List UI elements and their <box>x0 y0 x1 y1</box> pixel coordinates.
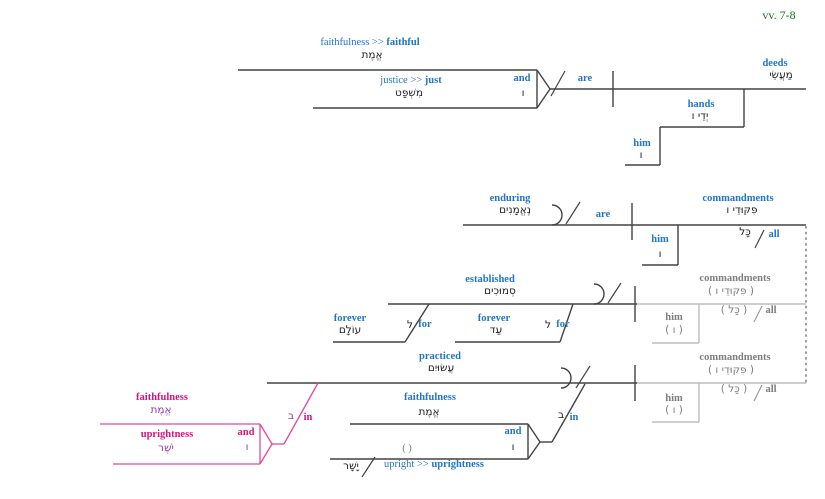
magenta-and-gloss: and <box>237 427 255 438</box>
subject2-gloss-result: just <box>424 75 442 86</box>
him4-hebrew: ( ו ) <box>665 404 683 416</box>
pp-faithfulness-gloss: faithfulness <box>404 392 456 403</box>
clause-established-lines <box>333 282 637 343</box>
commandments3-hebrew: ( פִּקּוּדֵי ו ) <box>707 364 755 376</box>
yashar-gloss: upright >> uprightness <box>384 459 484 470</box>
yashar-gloss-base: upright >> <box>384 459 429 470</box>
magenta-prep-hebrew: ב <box>287 410 295 422</box>
forever2-gloss: forever <box>477 313 511 324</box>
subject1-gloss-result: faithful <box>386 37 420 48</box>
top-clause-lines <box>238 69 806 166</box>
him2-hebrew: ו <box>658 248 662 260</box>
black-pp-lines <box>330 383 586 478</box>
subject2-gloss: justice >> just <box>380 75 441 86</box>
magenta-uprightness-hebrew: יֹשֶׁר <box>158 442 174 454</box>
forever1-gloss: forever <box>333 313 367 324</box>
prep1-gloss: for <box>418 319 432 330</box>
pp-faithfulness-hebrew: אֱמֶת <box>418 406 440 418</box>
established-gloss: established <box>465 274 515 285</box>
yashar-hebrew: יָשָׁר <box>343 460 359 472</box>
prep2-hebrew: ל <box>545 319 551 331</box>
magenta-faithfulness-gloss: faithfulness <box>136 392 188 403</box>
verse-reference: vv. 7-8 <box>762 8 796 22</box>
all2-hebrew: ( כָּל ) <box>720 304 748 316</box>
commandments1-gloss: commandments <box>702 193 774 204</box>
prep2-gloss: for <box>556 319 570 330</box>
conjunction-hebrew: ו <box>521 87 525 99</box>
commandments2-hebrew: ( פִּקּוּדֵי ו ) <box>707 285 755 297</box>
elided-placeholder: ( ) <box>402 443 412 454</box>
subject1-hebrew: אֱמֶת <box>361 49 383 61</box>
clause-enduring-lines <box>463 201 806 266</box>
commandments1-hebrew: פִּקּוּדֵי ו <box>726 204 758 216</box>
forever1-hebrew: עוֹלָם <box>338 324 362 336</box>
him3-gloss: him <box>665 312 683 323</box>
magenta-pp-lines <box>100 382 319 465</box>
predicate-deeds-gloss: deeds <box>762 58 788 69</box>
clause-practiced-lines <box>267 365 637 401</box>
forever2-hebrew: עַד <box>489 324 503 336</box>
magenta-and-hebrew: ו <box>245 441 249 453</box>
commandments3-gloss: commandments <box>699 352 771 363</box>
all1-hebrew: כָּל <box>739 226 751 238</box>
all3-hebrew: ( כָּל ) <box>720 383 748 395</box>
all2-gloss: all <box>765 305 777 316</box>
genitive-hands-hebrew: יְדֵי ו <box>691 110 709 122</box>
practiced-hebrew: עֲשׂוּיִם <box>427 362 455 374</box>
subject2-gloss-base: justice >> <box>380 75 423 86</box>
subject1-gloss-base: faithfulness >> <box>320 37 384 48</box>
subject1-gloss: faithfulness >> faithful <box>320 37 419 48</box>
genitive-him-gloss: him <box>633 138 651 149</box>
enduring-gloss: enduring <box>489 193 531 204</box>
predicate-deeds-hebrew: מַעֲשֵׂי <box>769 69 793 81</box>
pp-prep-hebrew: ב <box>557 409 565 421</box>
all1-gloss: all <box>768 229 780 240</box>
practiced-gloss: practiced <box>419 351 461 362</box>
him4-gloss: him <box>665 393 683 404</box>
established-hebrew: סְמוּכִים <box>484 285 516 297</box>
him2-gloss: him <box>651 234 669 245</box>
all3-gloss: all <box>765 384 777 395</box>
elided-gray-lines <box>637 303 806 423</box>
genitive-hands-gloss: hands <box>687 99 715 110</box>
enduring-copula: are <box>595 209 611 220</box>
copula-are: are <box>577 73 593 84</box>
pp-and-hebrew: ו <box>511 441 515 453</box>
him3-hebrew: ( ו ) <box>665 324 683 336</box>
pp-and-gloss: and <box>504 426 522 437</box>
prep1-hebrew: ל <box>407 319 413 331</box>
magenta-faithfulness-hebrew: אֱמֶת <box>150 404 172 416</box>
magenta-prep-gloss: in <box>303 412 313 423</box>
commandments2-gloss: commandments <box>699 273 771 284</box>
conjunction-gloss: and <box>513 73 531 84</box>
subject2-hebrew: מִשְׁפָּט <box>395 87 423 99</box>
enduring-hebrew: נֶאֱמָנִים <box>499 204 531 216</box>
pp-prep-gloss: in <box>569 412 579 423</box>
magenta-uprightness-gloss: uprightness <box>140 429 194 440</box>
yashar-gloss-result: uprightness <box>431 459 484 470</box>
genitive-him-hebrew: ו <box>639 149 643 161</box>
